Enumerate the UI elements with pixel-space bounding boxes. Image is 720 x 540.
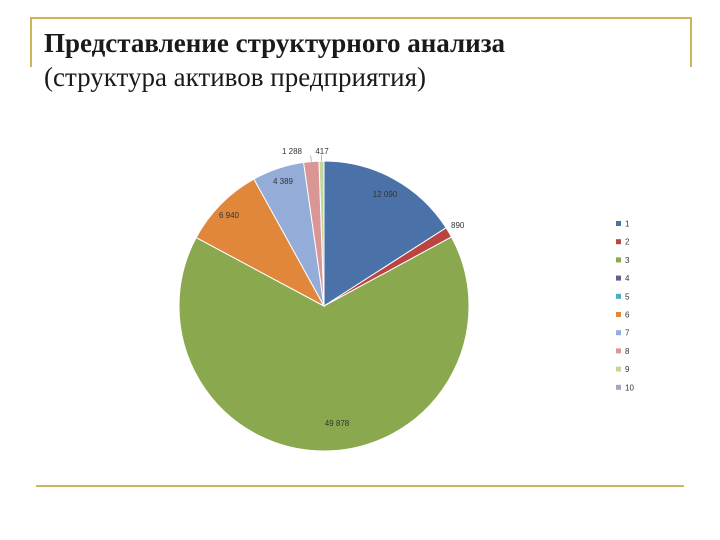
slide-frame-bottom bbox=[36, 485, 684, 487]
slide-title-main: Представление структурного анализа bbox=[44, 28, 506, 58]
legend-label-5: 5 bbox=[625, 292, 630, 301]
data-label-6: 6 940 bbox=[219, 211, 240, 220]
legend-label-1: 1 bbox=[625, 220, 630, 229]
slide-title-sub: (структура активов предприятия) bbox=[44, 62, 427, 92]
legend-swatch-8 bbox=[616, 348, 621, 354]
legend-label-2: 2 bbox=[625, 238, 630, 247]
legend-swatch-2 bbox=[616, 239, 621, 245]
slide-title: Представление структурного анализа (стру… bbox=[44, 26, 684, 94]
data-label-8: 1 288 bbox=[282, 147, 303, 156]
data-label-7: 4 389 bbox=[273, 177, 294, 186]
legend-swatch-7 bbox=[616, 330, 621, 336]
data-label-3: 49 878 bbox=[325, 419, 350, 428]
legend-swatch-1 bbox=[616, 221, 621, 226]
legend-label-9: 9 bbox=[625, 365, 630, 374]
legend-label-7: 7 bbox=[625, 329, 630, 338]
legend-swatch-10 bbox=[616, 384, 621, 390]
pie-slice-6 bbox=[195, 178, 326, 308]
data-label-2: 890 bbox=[451, 221, 465, 230]
pie-slice-3 bbox=[178, 236, 470, 452]
data-label-9: 417 bbox=[315, 147, 329, 156]
legend-swatch-4 bbox=[616, 275, 621, 281]
legend-label-3: 3 bbox=[625, 256, 630, 265]
slide-frame-right bbox=[690, 17, 692, 67]
pie-slice-1 bbox=[323, 160, 447, 307]
legend-label-10: 10 bbox=[625, 383, 634, 392]
pie-slice-9 bbox=[318, 160, 325, 307]
legend-swatch-3 bbox=[616, 257, 621, 263]
legend-swatch-9 bbox=[616, 366, 621, 372]
leader-line-8 bbox=[310, 155, 312, 162]
legend-label-4: 4 bbox=[625, 274, 630, 283]
data-label-1: 12 090 bbox=[373, 190, 398, 199]
legend-label-6: 6 bbox=[625, 311, 630, 320]
legend-swatch-6 bbox=[616, 312, 621, 317]
slide-frame-top bbox=[30, 17, 690, 19]
legend-label-8: 8 bbox=[625, 347, 630, 356]
slide-frame-left bbox=[30, 17, 32, 67]
legend-swatch-5 bbox=[616, 293, 621, 299]
